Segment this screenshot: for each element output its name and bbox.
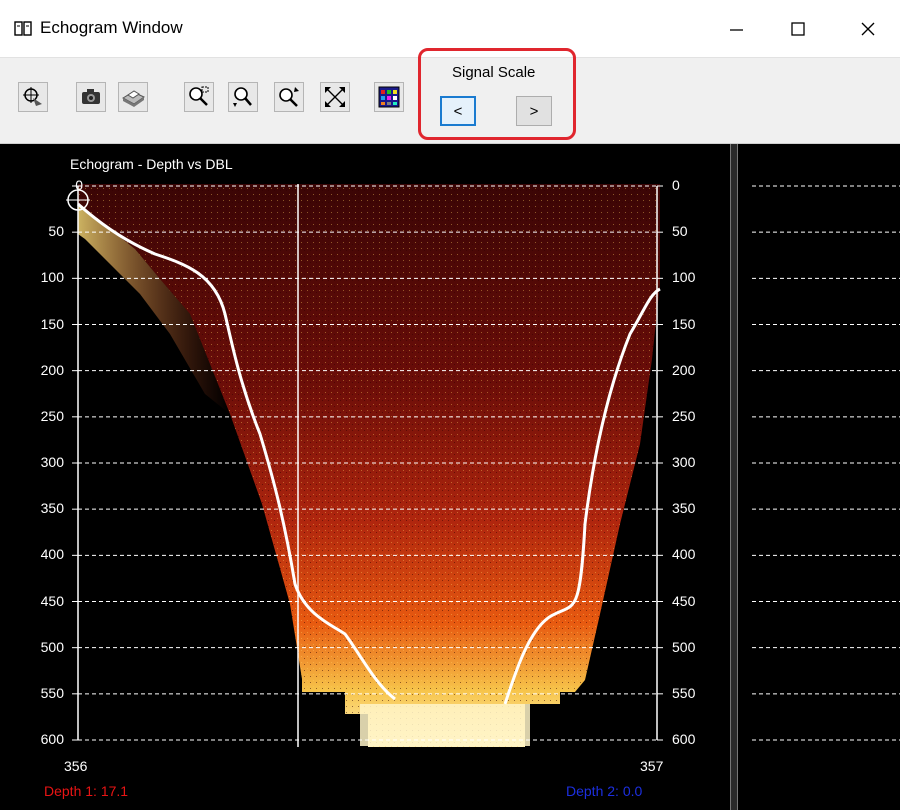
zoom-out-button[interactable]	[274, 82, 304, 112]
left-depth-tick-label: 0	[75, 177, 83, 193]
right-depth-tick-label: 300	[672, 454, 696, 470]
right-depth-tick-label: 0	[672, 177, 680, 193]
echogram-return-area	[66, 184, 661, 747]
x-start-label: 356	[64, 758, 88, 774]
echo-bottom-bright	[360, 704, 530, 746]
echogram-axes	[72, 185, 663, 741]
zoom-in-icon	[233, 87, 252, 107]
snapshot-button[interactable]	[76, 82, 106, 112]
left-depth-tick-label: 400	[40, 546, 64, 563]
palette-icon	[378, 86, 400, 108]
left-depth-tick-label: 600	[40, 731, 64, 747]
signal-scale-decrease-button[interactable]: <	[440, 96, 476, 126]
echo-return-texture	[78, 184, 660, 747]
x-end-label: 357	[640, 758, 664, 774]
right-depth-tick-label: 500	[672, 638, 696, 655]
zoom-out-icon	[279, 87, 299, 107]
window-title: Echogram Window	[40, 18, 183, 37]
left-depth-tick-label: 300	[40, 454, 64, 470]
print-icon	[121, 90, 146, 107]
close-button[interactable]	[838, 0, 898, 58]
maximize-icon	[791, 22, 805, 36]
fit-to-window-icon	[325, 87, 345, 107]
left-depth-tick-label: 500	[40, 638, 64, 655]
right-depth-tick-label: 550	[672, 684, 696, 701]
right-depth-tick-label: 100	[672, 269, 696, 286]
camera-icon	[82, 89, 100, 104]
fit-to-window-button[interactable]	[320, 82, 350, 112]
echo-left-edge	[78, 206, 230, 414]
zoom-in-button[interactable]	[228, 82, 258, 112]
left-depth-tick-label: 450	[40, 592, 64, 609]
echogram-title: Echogram - Depth vs DBL	[70, 156, 233, 172]
left-depth-tick-label: 250	[40, 407, 64, 424]
panel-splitter[interactable]	[730, 144, 738, 810]
maximize-button[interactable]	[768, 0, 828, 58]
depth-gridlines	[78, 185, 657, 741]
right-depth-tick-label: 450	[672, 592, 696, 609]
minimize-button[interactable]	[706, 0, 766, 58]
signal-scale-increase-button[interactable]: >	[516, 96, 552, 126]
minimize-icon	[730, 29, 743, 31]
left-depth-tick-label: 550	[40, 684, 64, 701]
left-depth-tick-label: 150	[40, 315, 64, 332]
zoom-region-button[interactable]	[184, 82, 214, 112]
right-panel-gridlines	[752, 185, 900, 741]
right-depth-tick-label: 150	[672, 315, 696, 332]
signal-scale-highlight	[418, 48, 576, 140]
bottom-track-line	[77, 202, 661, 705]
depth2-readout: Depth 2: 0.0	[566, 783, 643, 799]
left-depth-tick-label: 100	[40, 269, 64, 286]
right-depth-tick-label: 250	[672, 407, 696, 424]
target-button[interactable]	[18, 82, 48, 112]
print-button[interactable]	[118, 82, 148, 112]
target-icon	[23, 87, 42, 106]
right-depth-tick-label: 350	[672, 500, 696, 517]
right-depth-tick-label: 50	[672, 223, 688, 240]
left-depth-tick-label: 200	[40, 361, 64, 378]
echogram-plot[interactable]	[0, 144, 900, 810]
palette-button[interactable]	[374, 82, 404, 112]
left-depth-tick-label: 350	[40, 500, 64, 517]
book-icon	[14, 21, 32, 36]
right-depth-tick-label: 400	[672, 546, 696, 563]
zoom-region-icon	[189, 86, 209, 106]
signal-scale-label: Signal Scale	[452, 64, 536, 81]
right-depth-tick-label: 600	[672, 731, 696, 747]
left-depth-tick-label: 50	[48, 223, 64, 240]
depth1-readout: Depth 1: 17.1	[44, 783, 129, 799]
close-icon	[861, 22, 875, 36]
right-depth-tick-label: 200	[672, 361, 696, 378]
